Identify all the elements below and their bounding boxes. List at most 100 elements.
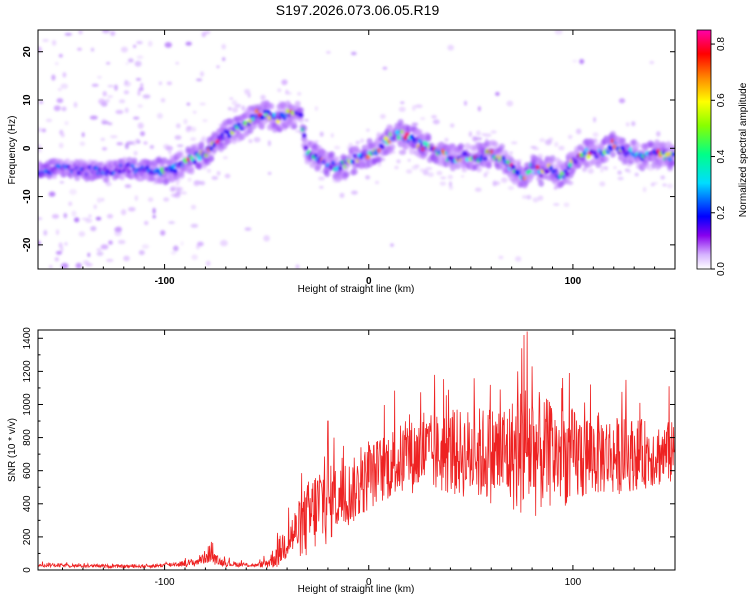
- heatmap-ridge-cell: [580, 155, 587, 163]
- heatmap-noise-cell: [138, 250, 145, 256]
- heatmap-noise-cell: [69, 188, 77, 195]
- heatmap-noise-cell: [553, 203, 560, 206]
- heatmap-noise-cell: [38, 217, 43, 220]
- heatmap-noise-cell: [142, 94, 151, 99]
- heatmap-noise-cell: [60, 83, 69, 89]
- heatmap-noise-cell: [127, 58, 134, 63]
- heatmap-ridge-cell: [221, 143, 228, 150]
- heatmap-noise-cell: [102, 30, 110, 34]
- heatmap-noise-cell: [68, 201, 73, 206]
- heatmap-ridge-cell: [177, 152, 184, 159]
- heatmap-noise-cell: [617, 176, 624, 181]
- heatmap-noise-cell: [124, 107, 129, 114]
- heatmap-noise-cell: [120, 209, 127, 216]
- heatmap-noise-cell: [124, 143, 129, 150]
- heatmap-noise-cell: [175, 180, 180, 186]
- heatmap-noise-cell: [221, 43, 226, 50]
- heatmap-noise-cell: [51, 39, 57, 46]
- heatmap-ridge-cell: [380, 144, 385, 150]
- heatmap-noise-cell: [101, 147, 108, 151]
- heatmap-noise-cell: [71, 210, 77, 217]
- line-x-tick-label: 100: [565, 577, 582, 588]
- heatmap-ridge-cell: [402, 143, 409, 151]
- heatmap-noise-cell: [107, 95, 113, 99]
- heatmap-ridge-cell: [149, 174, 156, 182]
- heatmap-ridge-cell: [409, 148, 415, 155]
- heatmap-noise-cell: [247, 92, 251, 98]
- heatmap-noise-cell: [193, 181, 200, 187]
- heatmap-noise-cell: [539, 138, 545, 143]
- heatmap-noise-cell: [137, 90, 141, 96]
- heatmap-noise-cell: [515, 256, 522, 262]
- heatmap-noise-cell: [618, 98, 626, 104]
- heatmap-noise-cell: [537, 195, 544, 201]
- heatmap-noise-cell: [579, 58, 585, 65]
- heatmap-noise-cell: [333, 145, 341, 150]
- heatmap-noise-cell: [652, 182, 658, 185]
- heatmap-noise-cell: [447, 44, 455, 51]
- heatmap-noise-cell: [64, 33, 73, 36]
- heatmap-noise-cell: [120, 46, 128, 53]
- heatmap-noise-cell: [267, 140, 271, 147]
- heatmap-noise-cell: [521, 195, 528, 199]
- heatmap-noise-cell: [90, 47, 95, 52]
- heatmap-noise-cell: [244, 90, 249, 96]
- heatmap-noise-cell: [100, 137, 106, 141]
- heatmap-noise-cell: [411, 105, 416, 111]
- heatmap-noise-cell: [216, 171, 221, 176]
- heatmap-noise-cell: [192, 110, 197, 114]
- heatmap-ridge-cell: [136, 174, 143, 181]
- heatmap-noise-cell: [366, 128, 370, 132]
- heatmap-noise-cell: [105, 99, 110, 103]
- heatmap-noise-cell: [244, 227, 252, 231]
- heatmap-noise-cell: [115, 109, 124, 115]
- heatmap-noise-cell: [101, 120, 110, 125]
- heatmap-ridge-cell: [117, 169, 122, 175]
- heatmap-noise-cell: [285, 89, 289, 95]
- heatmap-noise-cell: [168, 151, 172, 155]
- heatmap-noise-cell: [587, 168, 594, 174]
- heatmap-noise-cell: [55, 251, 63, 255]
- heatmap-noise-cell: [554, 141, 559, 147]
- heatmap-ridge-cell: [192, 159, 197, 165]
- heatmap-noise-cell: [137, 104, 143, 108]
- heatmap-noise-cell: [444, 137, 449, 143]
- heatmap-ridge-cell: [644, 162, 651, 169]
- heatmap-noise-cell: [106, 258, 114, 262]
- heatmap-noise-cell: [38, 144, 42, 151]
- heatmap-noise-cell: [532, 197, 539, 203]
- heatmap-noise-cell: [241, 105, 246, 111]
- heatmap-noise-cell: [229, 97, 234, 100]
- heatmap-noise-cell: [174, 135, 182, 140]
- heatmap-ridge-cell: [131, 157, 138, 164]
- heatmap-noise-cell: [134, 60, 142, 67]
- line-y-tick-label: 1400: [22, 327, 33, 350]
- heatmap-noise-cell: [97, 76, 102, 79]
- heatmap-ridge-cell: [303, 145, 309, 151]
- heatmap-noise-cell: [88, 214, 92, 218]
- heatmap-noise-cell: [87, 252, 91, 257]
- heatmap-noise-cell: [634, 172, 639, 177]
- heatmap-noise-cell: [163, 144, 170, 150]
- heatmap-noise-cell: [190, 204, 197, 210]
- heatmap-noise-cell: [156, 113, 163, 119]
- line-background: [38, 330, 675, 570]
- heatmap-noise-cell: [190, 126, 197, 132]
- heatmap-noise-cell: [152, 215, 156, 219]
- heatmap-ridge-cell: [670, 159, 675, 166]
- heatmap-noise-cell: [575, 128, 582, 135]
- heatmap-ridge-cell: [204, 150, 211, 157]
- heatmap-noise-cell: [137, 122, 144, 129]
- heatmap-noise-cell: [170, 251, 177, 255]
- heatmap-noise-cell: [234, 103, 242, 108]
- heatmap-noise-cell: [124, 184, 132, 189]
- heatmap-noise-cell: [81, 132, 85, 138]
- heatmap-ridge-cell: [487, 140, 494, 147]
- heatmap-noise-cell: [394, 165, 399, 170]
- heatmap-ridge-cell: [301, 125, 308, 132]
- heatmap-noise-cell: [390, 243, 394, 247]
- heatmap-x-label: Height of straight line (km): [298, 284, 415, 295]
- heatmap-noise-cell: [572, 59, 578, 63]
- heatmap-ridge-cell: [291, 118, 298, 125]
- heatmap-ridge-cell: [485, 161, 492, 168]
